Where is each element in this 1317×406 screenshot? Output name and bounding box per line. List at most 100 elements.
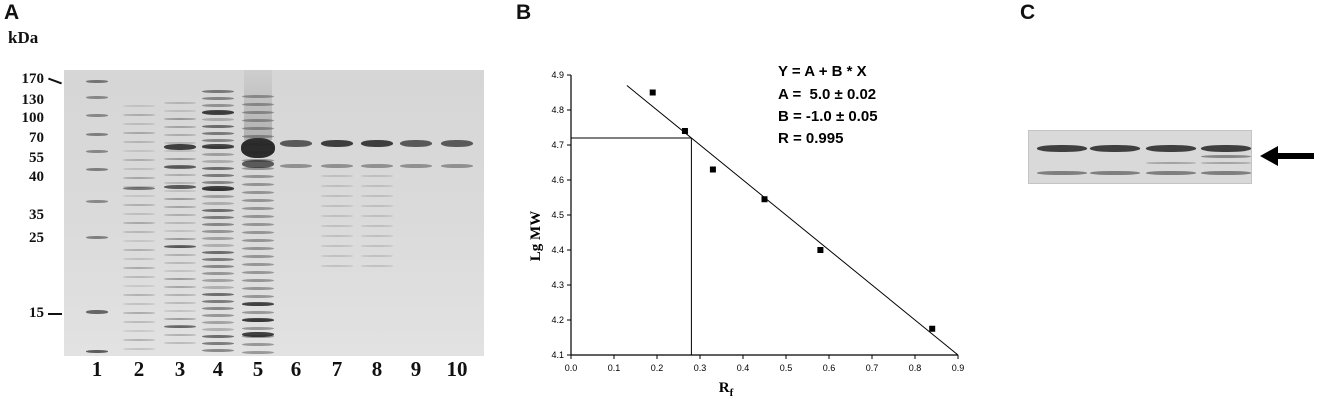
protein-band [202,174,234,177]
protein-band [242,239,274,242]
x-tick-label: 0.9 [952,363,965,373]
protein-band [202,258,234,261]
protein-band [361,215,393,217]
protein-band [164,102,196,104]
protein-band [164,158,196,160]
equation-line: Y = A + B * X [778,63,867,80]
protein-band [242,231,274,234]
protein-band [123,285,155,287]
protein-band [242,175,274,178]
protein-band [280,140,312,147]
protein-band [164,262,196,264]
protein-band [202,272,234,275]
protein-band [202,110,234,115]
protein-band [202,195,234,198]
x-tick-label: 0.4 [737,363,750,373]
gel-lane [280,70,312,356]
protein-band [123,150,155,152]
molecular-weight-unit: kDa [8,28,39,47]
protein-band [1201,171,1251,175]
protein-band [164,270,196,272]
protein-band [164,190,196,192]
protein-band [123,231,155,233]
protein-band [123,330,155,332]
x-tick-label: 0.0 [565,363,578,373]
protein-band [123,348,155,350]
protein-band [164,174,196,176]
protein-band [242,295,274,298]
strip-lane [1146,131,1196,183]
protein-band [86,114,108,117]
gel-smear [244,70,272,140]
protein-band [361,245,393,247]
marker-tick [48,313,62,315]
protein-band [202,307,234,310]
regression-line [626,85,959,356]
protein-band [321,195,353,197]
y-tick-label: 4.9 [551,70,564,80]
protein-band [321,265,353,267]
protein-band [1037,145,1087,152]
protein-band [123,177,155,179]
y-tick-label: 4.3 [551,280,564,290]
protein-band [202,139,234,142]
protein-band [123,258,155,260]
protein-band [123,276,155,278]
y-tick-label: 4.7 [551,140,564,150]
protein-band [164,126,196,128]
gel-lane [164,70,196,356]
marker-label: 35 [29,207,44,223]
protein-band [86,80,108,83]
lane-number: 10 [446,357,468,381]
protein-band [202,349,234,352]
protein-band [242,263,274,266]
marker-label: 15 [29,305,44,321]
data-point [709,166,716,173]
protein-band [241,138,275,158]
protein-band [123,240,155,242]
protein-band [123,123,155,125]
protein-band [164,165,196,169]
protein-band [1201,145,1251,152]
protein-band [164,222,196,224]
marker-label: 55 [29,150,44,166]
protein-band [242,199,274,202]
protein-band [242,127,274,130]
tick-labels: 0.0 0.1 0.2 0.3 0.4 0.5 0.6 0.7 0.8 0.9 4.1 4.2 4.3 4… [551,70,964,373]
protein-band [123,159,155,161]
protein-band [202,90,234,93]
protein-band [202,118,234,121]
lane-number: 9 [410,357,422,381]
y-axis-label: Lg MW [528,211,544,261]
protein-band [202,153,234,156]
protein-band [164,254,196,256]
marker-label: 100 [21,110,45,126]
plot-axes [570,75,958,356]
readout-lines [571,137,692,355]
x-tick-label: 0.2 [651,363,664,373]
y-tick-label: 4.5 [551,210,564,220]
protein-band [123,267,155,269]
protein-band [242,167,274,170]
protein-band [202,251,234,254]
marker-label: 25 [29,230,44,246]
protein-band [86,350,108,353]
protein-band [441,140,473,147]
protein-band [123,105,155,107]
protein-band [242,255,274,258]
protein-band [202,279,234,282]
protein-band [164,110,196,112]
protein-band [86,150,108,153]
protein-band [164,278,196,280]
protein-band [123,195,155,197]
protein-band [123,303,155,305]
protein-band [164,334,196,336]
x-tick-label: 0.6 [823,363,836,373]
protein-band [123,339,155,341]
marker-tick [48,77,62,85]
lane-number: 4 [212,357,224,381]
protein-band [123,141,155,143]
protein-band [202,132,234,135]
fit-line [626,85,959,356]
protein-band [361,195,393,197]
